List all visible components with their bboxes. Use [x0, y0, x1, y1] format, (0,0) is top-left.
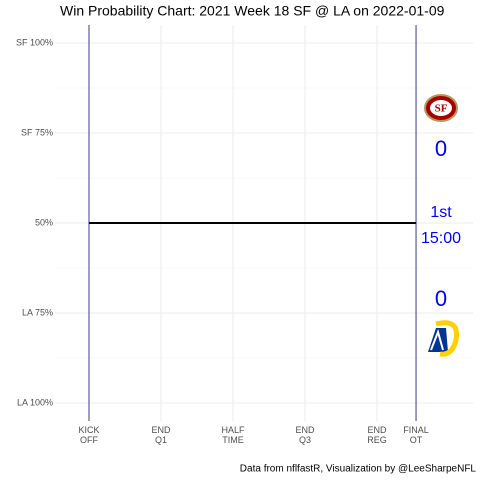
- x-tick-label: END Q1: [151, 425, 171, 445]
- away-score: 0: [435, 136, 447, 161]
- chart-title: Win Probability Chart: 2021 Week 18 SF @…: [60, 3, 445, 19]
- la-logo: [428, 320, 460, 357]
- y-tick-label: SF 75%: [21, 127, 53, 137]
- svg-text:SF: SF: [435, 103, 448, 115]
- x-tick-label: HALF TIME: [221, 425, 245, 445]
- sf-logo: SF: [424, 94, 458, 122]
- y-tick-label: 50%: [35, 217, 53, 227]
- y-tick-label: SF 100%: [16, 37, 53, 47]
- y-tick-label: LA 100%: [17, 397, 53, 407]
- x-tick-label: END Q3: [295, 425, 315, 445]
- period: 1st: [430, 204, 452, 221]
- y-tick-label: LA 75%: [22, 307, 53, 317]
- x-tick-label: FINAL OT: [403, 425, 429, 445]
- home-score: 0: [435, 286, 447, 311]
- clock: 15:00: [421, 230, 461, 247]
- x-tick-label: KICK OFF: [78, 425, 99, 445]
- caption: Data from nflfastR, Visualization by @Le…: [240, 464, 477, 475]
- x-tick-label: END REG: [367, 425, 387, 445]
